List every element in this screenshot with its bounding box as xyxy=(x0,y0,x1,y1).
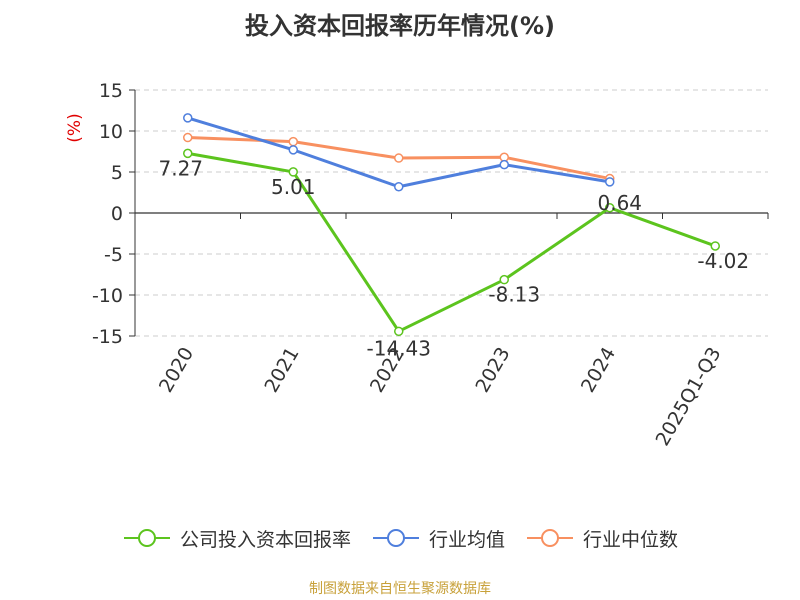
x-tick-label: 2020 xyxy=(155,344,198,397)
legend-marker-industry-mean-icon xyxy=(372,529,419,547)
legend-marker-industry-median-icon xyxy=(527,529,573,547)
x-tick-label: 2023 xyxy=(471,344,514,397)
data-point[interactable] xyxy=(288,167,298,177)
data-point[interactable] xyxy=(499,274,509,285)
data-point[interactable] xyxy=(288,145,298,155)
data-point[interactable] xyxy=(394,326,404,337)
data-point[interactable] xyxy=(288,136,298,147)
legend-label-industry-median: 行业中位数 xyxy=(583,528,679,551)
data-label: -8.13 xyxy=(488,283,540,307)
grid-lines xyxy=(135,89,768,337)
y-axis-label: (%) xyxy=(65,113,85,142)
data-point[interactable] xyxy=(710,241,720,251)
data-point[interactable] xyxy=(394,153,404,163)
data-point[interactable] xyxy=(394,182,404,192)
data-labels: 7.27 5.01 -14.43 -8.13 0.64 -4.02 xyxy=(158,156,749,360)
legend-marker-company-icon xyxy=(123,529,170,547)
series-line-0 xyxy=(187,151,716,333)
y-tick-label: 15 xyxy=(99,80,123,102)
legend-item-industry-mean[interactable]: 行业均值 xyxy=(371,525,505,552)
y-tick-label: -5 xyxy=(104,244,123,266)
x-tick-label: 2021 xyxy=(260,344,303,397)
data-point[interactable] xyxy=(183,113,193,123)
data-point[interactable] xyxy=(499,159,509,170)
x-tick-label: 2025Q1-Q3 xyxy=(652,344,726,450)
data-point[interactable] xyxy=(183,148,193,159)
y-tick-label: -10 xyxy=(92,285,123,307)
data-point[interactable] xyxy=(605,203,615,213)
series-line-1 xyxy=(187,116,610,189)
data-label: 0.64 xyxy=(597,191,642,215)
source-note: 制图数据来自恒生聚源数据库 xyxy=(309,581,491,597)
data-label: -4.02 xyxy=(697,249,749,273)
data-label: 5.01 xyxy=(271,175,316,199)
y-tick-label: 0 xyxy=(111,203,123,225)
series-lines xyxy=(183,113,720,337)
data-point[interactable] xyxy=(183,132,193,143)
chart-title: 投入资本回报率历年情况(%) xyxy=(245,12,555,40)
data-point[interactable] xyxy=(605,177,615,187)
legend-item-company[interactable]: 公司投入资本回报率 xyxy=(122,525,351,552)
legend: 公司投入资本回报率 行业均值 行业中位数 xyxy=(0,518,800,558)
legend-label-industry-mean: 行业均值 xyxy=(428,528,505,551)
legend-item-industry-median[interactable]: 行业中位数 xyxy=(525,525,678,552)
y-tick-label: 5 xyxy=(111,162,123,184)
legend-label-company: 公司投入资本回报率 xyxy=(179,528,351,551)
x-tick-label: 2024 xyxy=(577,344,620,397)
data-label: -14.43 xyxy=(367,336,431,360)
y-tick-label: -15 xyxy=(92,326,123,348)
y-tick-label: 10 xyxy=(99,121,123,143)
data-label: 7.27 xyxy=(158,156,203,180)
